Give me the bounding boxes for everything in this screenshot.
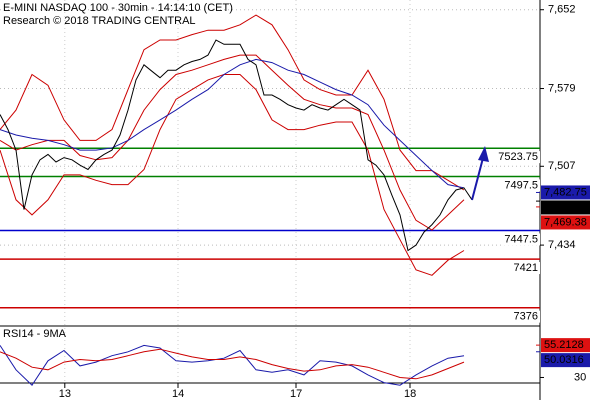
y-tick-label: 7,434 xyxy=(548,239,576,251)
price-badge xyxy=(541,200,590,215)
y-tick-label: 7,652 xyxy=(548,4,576,16)
y-tick-label: 7,579 xyxy=(548,82,576,94)
rsi-line xyxy=(0,344,465,386)
level-label: 7376 xyxy=(514,311,538,323)
forecast-arrow xyxy=(471,157,484,201)
x-tick-label: 17 xyxy=(290,388,302,400)
level-label-bg xyxy=(511,262,540,275)
price-badge xyxy=(541,215,590,230)
level-label-bg xyxy=(502,179,540,192)
level-label: 7523.75 xyxy=(498,151,538,163)
price-badge-label: 7,469.38 xyxy=(544,216,587,228)
price-line xyxy=(0,58,465,189)
rsi-title: RSI14 - 9MA xyxy=(3,328,67,340)
price-badge xyxy=(541,185,590,200)
price-line xyxy=(0,14,465,191)
rsi-badge-label: 55.2128 xyxy=(544,339,584,351)
level-label: 7421 xyxy=(514,262,538,274)
rsi-badge xyxy=(541,353,590,368)
price-badge-label: 7,482.75 xyxy=(544,186,587,198)
x-tick-label: 18 xyxy=(404,388,416,400)
chart-subtitle: Research © 2018 TRADING CENTRAL xyxy=(3,15,196,27)
level-label: 7497.5 xyxy=(504,179,538,191)
level-label-bg xyxy=(511,310,540,323)
rsi-badge xyxy=(541,338,590,353)
price-line xyxy=(0,39,473,252)
price-line xyxy=(0,74,465,276)
level-label: 7447.5 xyxy=(504,233,538,245)
price-line xyxy=(0,54,465,231)
price-badge-label: 7,474.75 xyxy=(544,201,587,213)
x-tick-label: 14 xyxy=(172,388,184,400)
x-tick-label: 13 xyxy=(59,388,71,400)
y-tick-label: 30 xyxy=(574,371,586,383)
chart-title: E-MINI NASDAQ 100 - 30min - 14:14:10 (CE… xyxy=(3,2,233,14)
rsi-badge-label: 50.0316 xyxy=(544,354,584,366)
rsi-line xyxy=(0,348,465,380)
y-tick-label: 7,507 xyxy=(548,160,576,172)
level-label-bg xyxy=(502,233,540,246)
level-label-bg xyxy=(496,151,540,164)
forecast-arrowhead xyxy=(478,146,489,162)
